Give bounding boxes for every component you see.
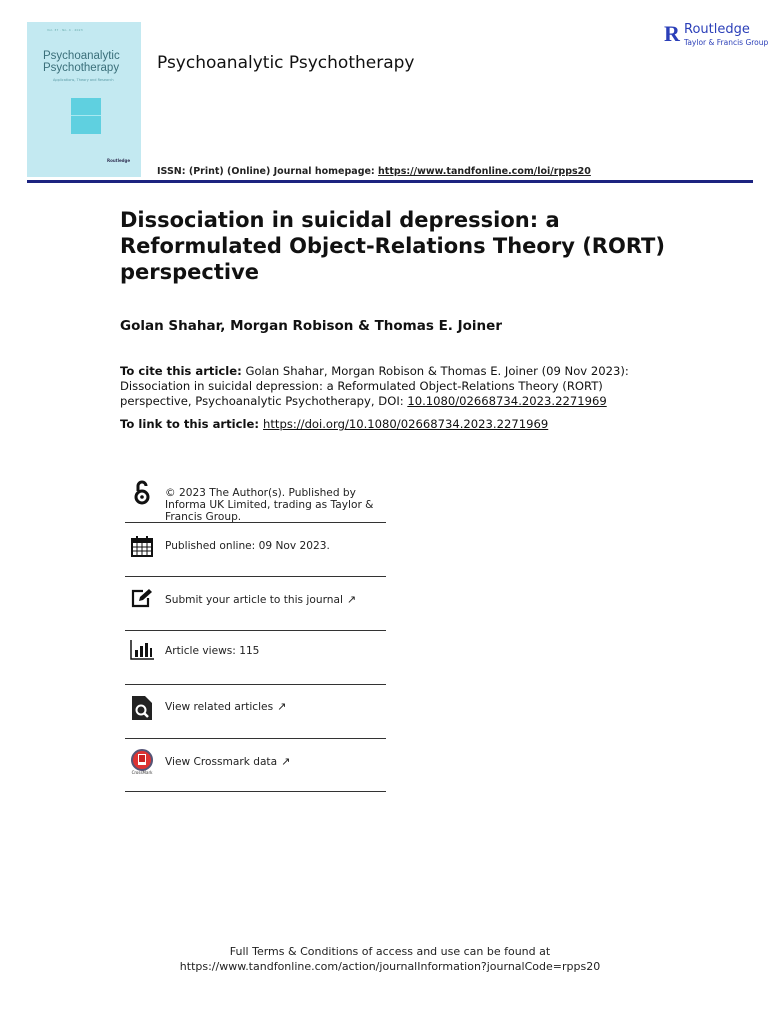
info-row-published: Published online: 09 Nov 2023. bbox=[125, 523, 386, 577]
info-row-related[interactable]: View related articles ↗ bbox=[125, 685, 386, 739]
journal-name: Psychoanalytic Psychotherapy bbox=[157, 53, 415, 73]
cover-meta: Vol. 37 · No. 4 · 2023 bbox=[47, 28, 83, 32]
cover-title: Psychoanalytic Psychotherapy bbox=[43, 50, 120, 74]
info-row-crossmark[interactable]: CrossMark View Crossmark data ↗ bbox=[125, 739, 386, 792]
info-row-license: © 2023 The Author(s). Published by Infor… bbox=[125, 480, 386, 523]
external-link-icon: ↗ bbox=[277, 700, 287, 713]
cite-text: Golan Shahar, Morgan Robison & Thomas E.… bbox=[120, 364, 629, 408]
submit-label: Submit your article to this journal bbox=[165, 594, 343, 606]
cover-graphic bbox=[71, 98, 101, 134]
related-label: View related articles bbox=[165, 701, 274, 713]
bar-chart-icon bbox=[129, 637, 155, 663]
header-rule bbox=[27, 180, 753, 183]
open-access-icon bbox=[129, 480, 155, 506]
journal-cover-image: Vol. 37 · No. 4 · 2023 Psychoanalytic Ps… bbox=[27, 22, 141, 177]
article-authors: Golan Shahar, Morgan Robison & Thomas E.… bbox=[120, 318, 502, 334]
submit-article-link[interactable]: Submit your article to this journal ↗ bbox=[165, 577, 357, 607]
crossmark-icon: CrossMark bbox=[129, 749, 155, 775]
info-row-submit[interactable]: Submit your article to this journal ↗ bbox=[125, 577, 386, 631]
routledge-logo: R Routledge Taylor & Francis Group bbox=[664, 21, 768, 48]
footer: Full Terms & Conditions of access and us… bbox=[0, 944, 780, 974]
cite-label: To cite this article: bbox=[120, 364, 242, 378]
cover-publisher: Routledge bbox=[107, 158, 131, 163]
journal-homepage-link[interactable]: https://www.tandfonline.com/loi/rpps20 bbox=[378, 166, 591, 177]
terms-link[interactable]: https://www.tandfonline.com/action/journ… bbox=[179, 960, 601, 973]
search-document-icon bbox=[129, 695, 155, 721]
calendar-icon bbox=[129, 533, 155, 559]
crossmark-label: View Crossmark data bbox=[165, 756, 278, 768]
article-title: Dissociation in suicidal depression: a R… bbox=[120, 208, 665, 284]
issn-label: ISSN: (Print) (Online) Journal homepage: bbox=[157, 166, 379, 177]
info-box: © 2023 The Author(s). Published by Infor… bbox=[125, 480, 386, 792]
cover-subtitle: Applications, Theory and Research bbox=[53, 78, 114, 82]
published-date: Published online: 09 Nov 2023. bbox=[165, 540, 330, 552]
logo-name: Routledge bbox=[684, 22, 750, 37]
link-label: To link to this article: bbox=[120, 417, 264, 431]
edit-icon bbox=[129, 585, 155, 611]
logo-tagline: Taylor & Francis Group bbox=[684, 38, 769, 47]
article-views: Article views: 115 bbox=[165, 645, 260, 657]
svg-text:CrossMark: CrossMark bbox=[132, 770, 154, 775]
external-link-icon: ↗ bbox=[281, 755, 291, 768]
citation: To cite this article: Golan Shahar, Morg… bbox=[120, 364, 640, 409]
terms-text: Full Terms & Conditions of access and us… bbox=[229, 945, 551, 958]
info-row-views: Article views: 115 bbox=[125, 631, 386, 685]
routledge-r-icon: R bbox=[664, 21, 680, 46]
issn-line: ISSN: (Print) (Online) Journal homepage:… bbox=[157, 166, 591, 177]
crossmark-link[interactable]: View Crossmark data ↗ bbox=[165, 739, 291, 769]
license-text: © 2023 The Author(s). Published by Infor… bbox=[165, 487, 374, 523]
related-articles-link[interactable]: View related articles ↗ bbox=[165, 685, 287, 714]
external-link-icon: ↗ bbox=[346, 593, 357, 606]
article-link-line: To link to this article: https://doi.org… bbox=[120, 417, 548, 431]
article-doi-url[interactable]: https://doi.org/10.1080/02668734.2023.22… bbox=[263, 417, 549, 431]
doi-link[interactable]: 10.1080/02668734.2023.2271969 bbox=[407, 394, 607, 408]
